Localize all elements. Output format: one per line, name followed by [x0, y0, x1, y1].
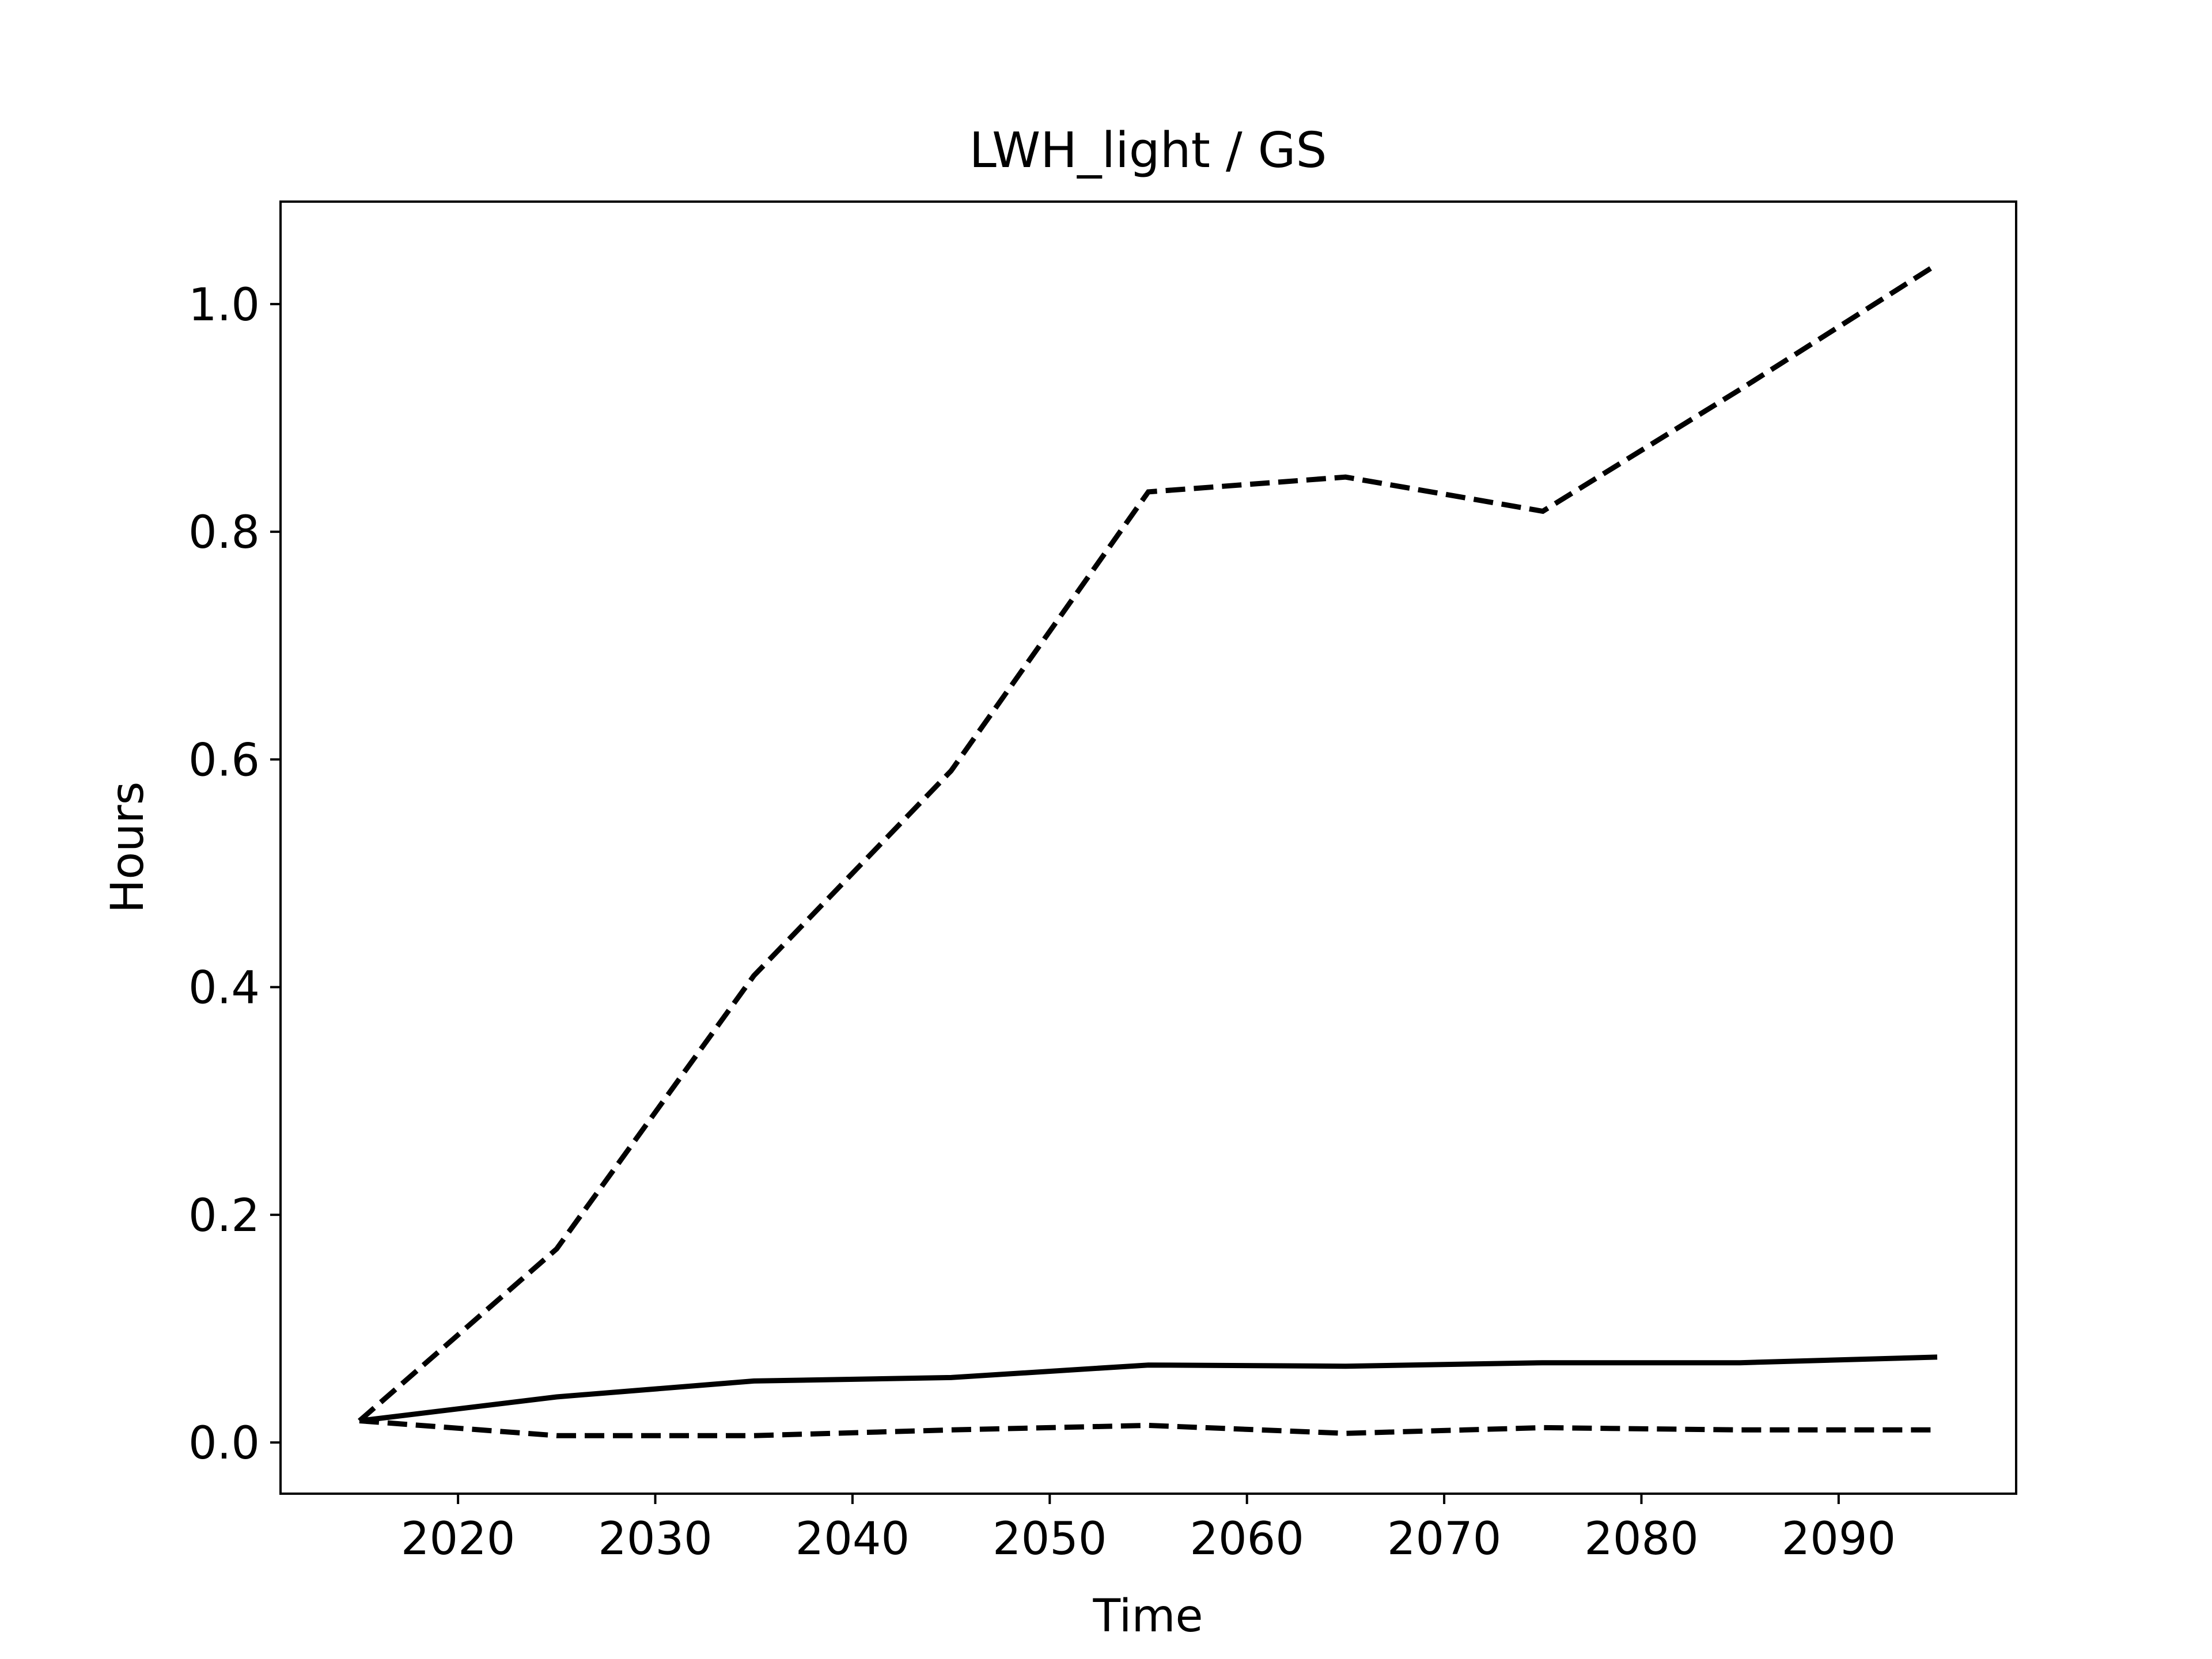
series-layer	[358, 262, 1939, 1438]
x-axis-label: Time	[1093, 1590, 1203, 1642]
series-line-2	[358, 262, 1939, 1423]
x-tick-label: 2070	[1387, 1513, 1502, 1565]
x-tick-label: 2090	[1782, 1513, 1896, 1565]
y-tick-label: 0.2	[188, 1190, 260, 1242]
chart-title: LWH_light / GS	[969, 122, 1327, 179]
series-line-1	[359, 1354, 1938, 1423]
y-axis-ticks: 0.0 0.2 0.4 0.6 0.8 1.0	[188, 279, 281, 1469]
x-tick-label: 2050	[993, 1513, 1107, 1565]
x-tick-label: 2030	[598, 1513, 713, 1565]
x-tick-label: 2020	[401, 1513, 516, 1565]
x-tick-label: 2040	[796, 1513, 910, 1565]
y-tick-label: 1.0	[188, 279, 260, 331]
plot-frame	[279, 200, 2017, 1495]
x-tick-label: 2060	[1190, 1513, 1304, 1565]
series-line-3	[359, 1418, 1937, 1438]
x-axis-ticks: 2020 2030 2040 2050 2060 2070 2080 2090	[401, 1494, 1896, 1565]
y-tick-label: 0.8	[188, 507, 260, 559]
y-tick-label: 0.4	[188, 963, 260, 1014]
y-tick-label: 0.6	[188, 734, 260, 786]
x-tick-label: 2080	[1584, 1513, 1699, 1565]
y-axis-label: Hours	[102, 782, 154, 914]
y-tick-label: 0.0	[188, 1418, 260, 1469]
